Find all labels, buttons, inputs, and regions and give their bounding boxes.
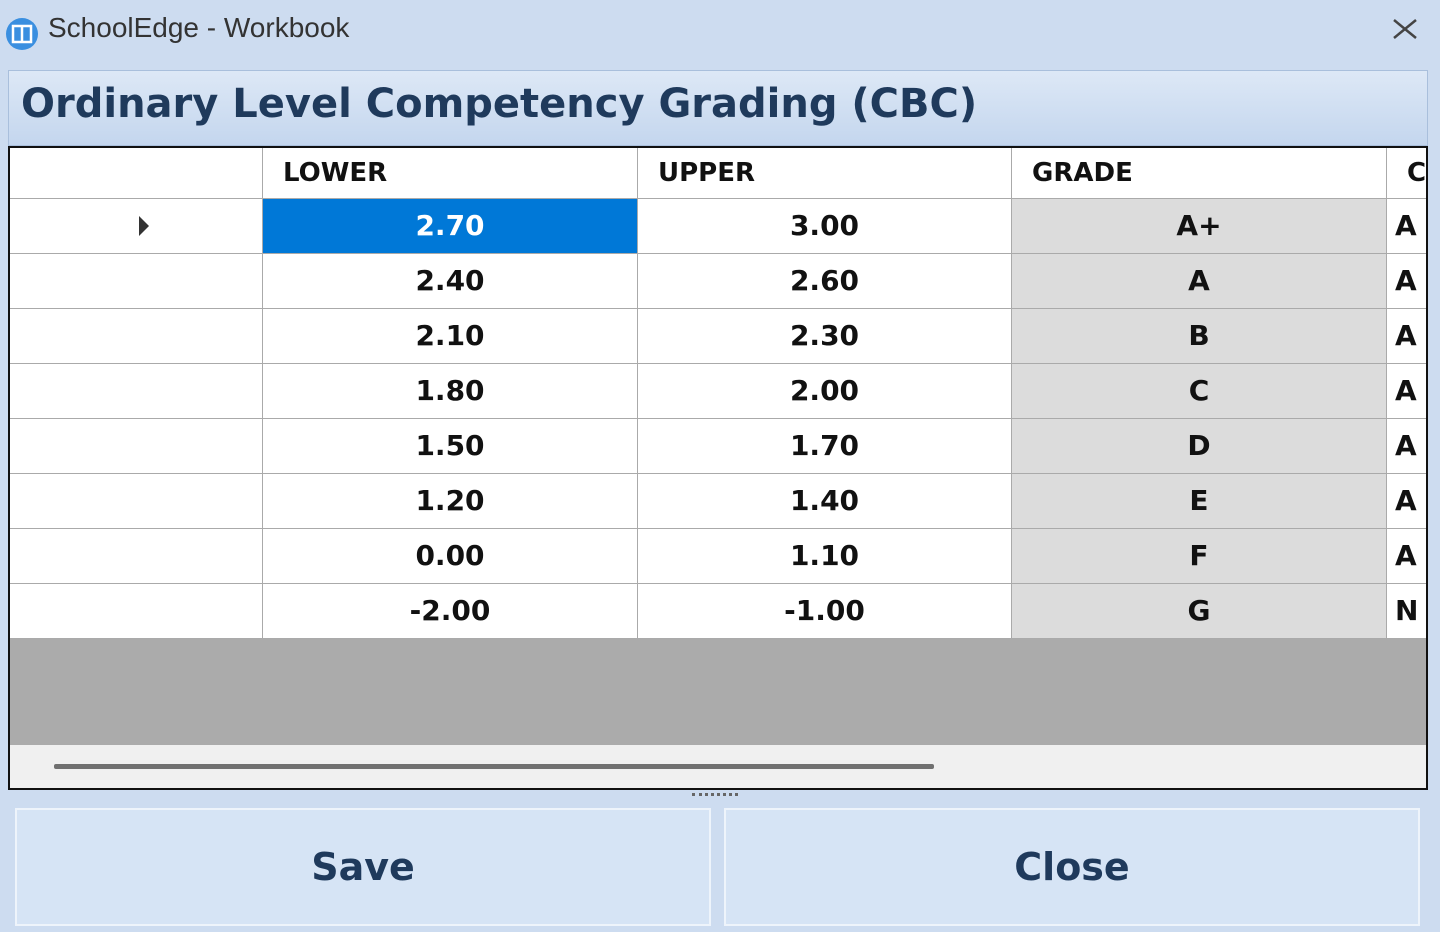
- grid-cell[interactable]: 1.20: [263, 474, 638, 529]
- data-grid: LOWER UPPER GRADE C 2.70 3.00 A+ A 2.40 2.60 A A 2.1…: [8, 146, 1428, 790]
- grid-cell[interactable]: A+: [1012, 199, 1387, 254]
- column-header[interactable]: GRADE: [1012, 148, 1387, 199]
- header-title: Ordinary Level Competency Grading (CBC): [21, 81, 978, 127]
- grid-cell[interactable]: 2.70: [263, 199, 638, 254]
- grid-cell[interactable]: 1.50: [263, 419, 638, 474]
- title-bar: SchoolEdge - Workbook: [0, 0, 1440, 64]
- grid-cell[interactable]: D: [1012, 419, 1387, 474]
- grid-cell[interactable]: 2.40: [263, 254, 638, 309]
- grid-cell[interactable]: A: [1387, 309, 1426, 364]
- close-button[interactable]: Close: [724, 808, 1420, 926]
- grid-cell[interactable]: 2.60: [638, 254, 1012, 309]
- row-header: [10, 254, 263, 309]
- grid-cell[interactable]: 1.70: [638, 419, 1012, 474]
- grid-cell[interactable]: B: [1012, 309, 1387, 364]
- corner-header: [10, 148, 263, 199]
- column-header[interactable]: LOWER: [263, 148, 638, 199]
- window-title: SchoolEdge - Workbook: [48, 12, 350, 43]
- grid-cell[interactable]: 1.40: [638, 474, 1012, 529]
- grid-cell[interactable]: C: [1012, 364, 1387, 419]
- grid-cell[interactable]: 1.80: [263, 364, 638, 419]
- grid-cell[interactable]: -1.00: [638, 584, 1012, 639]
- grid-cell[interactable]: A: [1387, 529, 1426, 584]
- grid-cell[interactable]: E: [1012, 474, 1387, 529]
- current-row-indicator: [139, 216, 149, 236]
- grid-cell[interactable]: 2.10: [263, 309, 638, 364]
- grid-cell[interactable]: N: [1387, 584, 1426, 639]
- row-header: [10, 309, 263, 364]
- column-header[interactable]: UPPER: [638, 148, 1012, 199]
- horizontal-scrollbar[interactable]: [10, 745, 1426, 788]
- splitter[interactable]: [692, 793, 738, 797]
- close-window-button[interactable]: [1390, 16, 1420, 42]
- grid-cell[interactable]: A: [1387, 254, 1426, 309]
- grid-cell[interactable]: A: [1387, 364, 1426, 419]
- grid-cell[interactable]: A: [1012, 254, 1387, 309]
- row-header: [10, 584, 263, 639]
- grid-cell[interactable]: 0.00: [263, 529, 638, 584]
- grid-cell[interactable]: 2.30: [638, 309, 1012, 364]
- row-header: [10, 364, 263, 419]
- row-header: [10, 474, 263, 529]
- grid-cell[interactable]: -2.00: [263, 584, 638, 639]
- grid-cell[interactable]: A: [1387, 199, 1426, 254]
- scroll-thumb[interactable]: [54, 764, 934, 769]
- save-button[interactable]: Save: [15, 808, 711, 926]
- row-header: [10, 529, 263, 584]
- grid-cell[interactable]: F: [1012, 529, 1387, 584]
- grid-cell[interactable]: 3.00: [638, 199, 1012, 254]
- app-icon: [6, 18, 38, 50]
- grid-cell[interactable]: 2.00: [638, 364, 1012, 419]
- grid-cell[interactable]: A: [1387, 419, 1426, 474]
- header-panel: Ordinary Level Competency Grading (CBC): [8, 70, 1428, 146]
- grid-cell[interactable]: G: [1012, 584, 1387, 639]
- grid-cell[interactable]: A: [1387, 474, 1426, 529]
- grid-cell[interactable]: 1.10: [638, 529, 1012, 584]
- column-header[interactable]: C: [1387, 148, 1426, 199]
- row-header: [10, 419, 263, 474]
- row-header: [10, 199, 263, 254]
